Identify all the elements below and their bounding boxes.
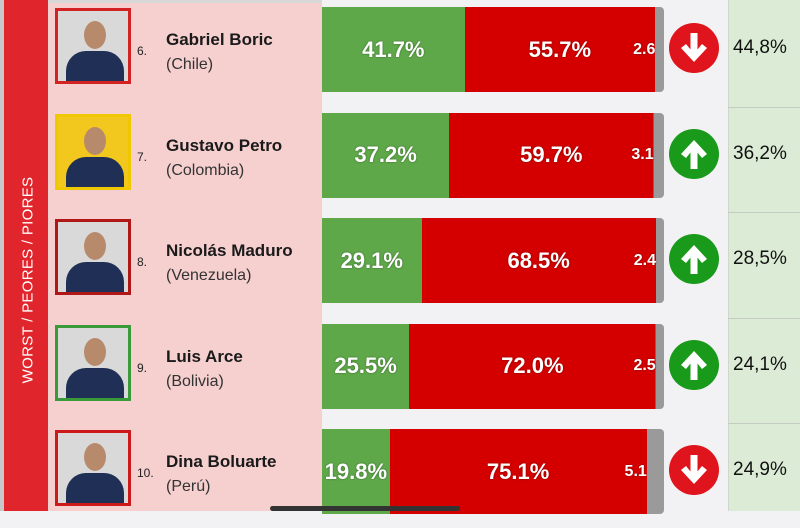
photo-head xyxy=(84,126,106,155)
stacked-bar: 29.1% 68.5% 2.4 xyxy=(322,218,664,303)
chart-row: 9. Luis Arce (Bolivia) 25.5% 72.0% 2.5 24,1% xyxy=(0,317,800,423)
home-indicator[interactable] xyxy=(270,506,460,511)
stacked-bar: 19.8% 75.1% 5.1 xyxy=(322,429,664,514)
approve-label: 37.2% xyxy=(354,142,417,167)
disapprove-segment: 59.7% xyxy=(449,112,654,198)
disapprove-label: 72.0% xyxy=(501,353,564,378)
photo-head xyxy=(84,337,106,366)
chart-row: 7. Gustavo Petro (Colombia) 37.2% 59.7% 3.1 36… xyxy=(0,106,800,212)
disapprove-label: 59.7% xyxy=(520,142,583,167)
other-label: 3.1 xyxy=(631,146,654,163)
arrow-up-icon xyxy=(669,339,719,390)
divider xyxy=(48,0,322,3)
approve-label: 41.7% xyxy=(362,36,425,62)
arrow-down-icon xyxy=(669,445,719,495)
disapprove-segment: 68.5% xyxy=(421,218,656,303)
stacked-bar: 25.5% 72.0% 2.5 xyxy=(322,323,664,409)
other-segment: 2.6 xyxy=(633,7,664,92)
approve-label: 25.5% xyxy=(334,353,397,378)
country-label: (Colombia) xyxy=(166,161,245,179)
other-segment: 3.1 xyxy=(631,112,664,198)
photo-head xyxy=(84,443,106,471)
rank-label: 8. xyxy=(137,255,148,269)
previous-value: 24,9% xyxy=(733,459,787,480)
other-segment: 2.4 xyxy=(633,218,664,303)
section-strip: WORST / PEORES / PIORES xyxy=(0,0,48,511)
rank-label: 6. xyxy=(137,44,148,58)
previous-value: 24,1% xyxy=(733,353,787,375)
avatar xyxy=(55,430,131,506)
country-label: (Bolivia) xyxy=(166,372,224,390)
previous-value: 36,2% xyxy=(733,142,787,164)
country-label: (Chile) xyxy=(166,56,214,73)
other-label: 2.4 xyxy=(633,251,657,269)
chart-row: 6. Gabriel Boric (Chile) 41.7% 55.7% 2.6 44,8% xyxy=(0,0,800,106)
photo-body xyxy=(66,262,124,292)
other-segment: 2.5 xyxy=(633,323,664,409)
arrow-up-icon xyxy=(669,128,719,179)
approve-segment: 25.5% xyxy=(322,323,410,409)
leader-name: Gabriel Boric xyxy=(166,30,273,49)
rank-label: 10. xyxy=(137,466,154,480)
avatar xyxy=(55,113,131,190)
country-label: (Perú) xyxy=(166,478,211,495)
photo-body xyxy=(66,156,124,187)
previous-column xyxy=(728,0,800,511)
previous-value: 28,5% xyxy=(733,248,787,269)
rank-label: 7. xyxy=(137,149,148,164)
disapprove-segment: 72.0% xyxy=(409,323,656,409)
rank-label: 9. xyxy=(137,360,148,375)
chart-row: 8. Nicolás Maduro (Venezuela) 29.1% 68.5% 2.4… xyxy=(0,211,800,317)
photo-head xyxy=(84,232,106,260)
avatar xyxy=(55,219,131,295)
arrow-up-icon xyxy=(669,234,719,284)
avatar xyxy=(55,324,131,401)
country-label: (Venezuela) xyxy=(166,267,252,284)
other-label: 5.1 xyxy=(624,462,647,480)
leader-name: Gustavo Petro xyxy=(166,135,283,155)
leader-name: Dina Boluarte xyxy=(166,452,277,471)
disapprove-segment: 75.1% xyxy=(389,429,647,514)
photo-body xyxy=(66,51,124,81)
disapprove-label: 68.5% xyxy=(507,247,570,273)
chart-row: 10. Dina Boluarte (Perú) 19.8% 75.1% 5.1 24,9% xyxy=(0,422,800,528)
leader-name: Luis Arce xyxy=(166,346,243,366)
approve-segment: 19.8% xyxy=(322,429,390,514)
previous-value: 44,8% xyxy=(733,37,787,58)
photo-head xyxy=(84,21,106,49)
other-segment: 5.1 xyxy=(624,429,664,514)
avatar xyxy=(55,8,131,84)
other-label: 2.5 xyxy=(633,357,656,374)
approve-label: 19.8% xyxy=(324,458,388,484)
stacked-bar: 41.7% 55.7% 2.6 xyxy=(322,7,664,92)
leader-name: Nicolás Maduro xyxy=(166,241,293,260)
row-separator xyxy=(728,423,800,424)
approve-segment: 37.2% xyxy=(322,112,450,198)
photo-body xyxy=(66,473,124,503)
disapprove-segment: 55.7% xyxy=(464,7,656,92)
row-separator xyxy=(728,106,800,108)
disapprove-label: 75.1% xyxy=(486,458,550,484)
approve-segment: 29.1% xyxy=(322,218,422,303)
other-label: 2.6 xyxy=(633,40,656,58)
disapprove-label: 55.7% xyxy=(528,36,592,62)
approve-segment: 41.7% xyxy=(322,7,465,92)
arrow-down-icon xyxy=(669,23,719,73)
approve-label: 29.1% xyxy=(340,247,403,273)
row-separator xyxy=(728,212,800,213)
stacked-bar: 37.2% 59.7% 3.1 xyxy=(322,112,664,198)
row-separator xyxy=(728,317,800,319)
photo-body xyxy=(66,367,124,398)
